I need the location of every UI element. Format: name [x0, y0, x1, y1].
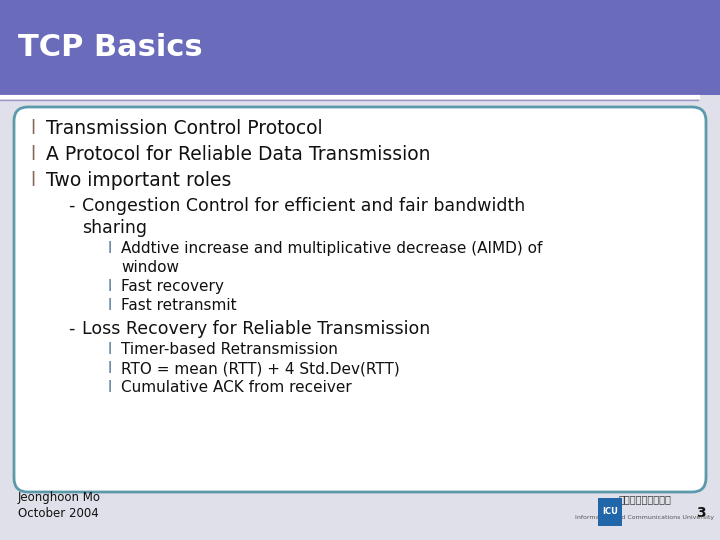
Text: Jeonghoon Mo: Jeonghoon Mo [18, 491, 101, 504]
Text: l: l [30, 119, 35, 138]
Text: 3: 3 [696, 506, 706, 520]
Text: RTO = mean (RTT) + 4 Std.Dev(RTT): RTO = mean (RTT) + 4 Std.Dev(RTT) [121, 361, 400, 376]
Text: l: l [108, 279, 112, 294]
Text: sharing: sharing [82, 219, 147, 237]
Text: Fast retransmit: Fast retransmit [121, 298, 237, 313]
Text: 한국정보통신대학교: 한국정보통신대학교 [618, 494, 672, 504]
Text: -: - [68, 320, 74, 338]
FancyBboxPatch shape [598, 498, 622, 526]
Text: TCP Basics: TCP Basics [18, 33, 202, 62]
Text: Two important roles: Two important roles [46, 171, 231, 190]
Text: l: l [108, 361, 112, 376]
Text: Addtive increase and multiplicative decrease (AIMD) of: Addtive increase and multiplicative decr… [121, 241, 542, 256]
Text: l: l [30, 171, 35, 190]
Text: l: l [30, 145, 35, 164]
Text: l: l [108, 298, 112, 313]
FancyBboxPatch shape [0, 0, 720, 95]
Text: -: - [68, 197, 74, 215]
Text: Cumulative ACK from receiver: Cumulative ACK from receiver [121, 380, 352, 395]
FancyBboxPatch shape [14, 107, 706, 492]
Text: Information and Communications University: Information and Communications Universit… [575, 515, 714, 520]
Text: A Protocol for Reliable Data Transmission: A Protocol for Reliable Data Transmissio… [46, 145, 431, 164]
Text: Transmission Control Protocol: Transmission Control Protocol [46, 119, 323, 138]
Text: Fast recovery: Fast recovery [121, 279, 224, 294]
Text: Loss Recovery for Reliable Transmission: Loss Recovery for Reliable Transmission [82, 320, 431, 338]
Text: l: l [108, 342, 112, 357]
Text: window: window [121, 260, 179, 275]
Text: l: l [108, 380, 112, 395]
Text: Timer-based Retransmission: Timer-based Retransmission [121, 342, 338, 357]
Text: October 2004: October 2004 [18, 507, 99, 520]
Text: ICU: ICU [602, 508, 618, 516]
Text: Congestion Control for efficient and fair bandwidth: Congestion Control for efficient and fai… [82, 197, 526, 215]
Text: l: l [108, 241, 112, 256]
